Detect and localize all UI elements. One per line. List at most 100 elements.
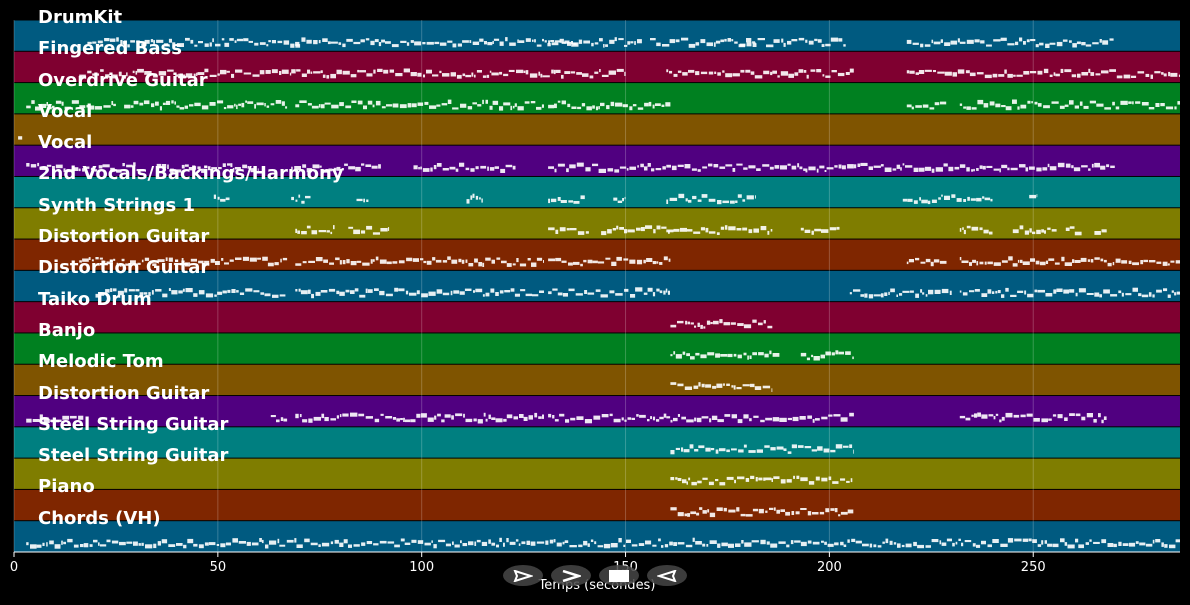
note-0-7 xyxy=(1000,37,1007,41)
note-16-0 xyxy=(400,538,405,542)
note-4-5 xyxy=(697,169,701,172)
note-5-6 xyxy=(692,195,697,200)
note-6-4 xyxy=(687,229,693,232)
note-12-6 xyxy=(999,419,1002,423)
note-7-4 xyxy=(1017,259,1020,263)
rewind-button[interactable] xyxy=(647,565,687,586)
note-0-0 xyxy=(234,40,237,43)
note-9-0 xyxy=(694,325,697,328)
note-6-1 xyxy=(360,230,366,234)
note-0-3 xyxy=(554,40,561,43)
note-2-2 xyxy=(311,105,319,109)
note-1-2 xyxy=(357,69,360,73)
note-1-2 xyxy=(383,69,389,74)
note-7-2 xyxy=(555,257,562,262)
note-4-1 xyxy=(170,168,174,173)
note-11-0 xyxy=(684,386,692,390)
note-7-1 xyxy=(375,256,379,261)
note-8-1 xyxy=(328,288,336,292)
note-4-6 xyxy=(1065,163,1071,168)
note-9-0 xyxy=(685,320,688,325)
note-4-6 xyxy=(873,165,881,168)
note-4-0 xyxy=(82,168,85,172)
note-8-2 xyxy=(643,292,648,295)
note-4-6 xyxy=(1042,167,1048,171)
note-6-5 xyxy=(804,229,811,233)
note-12-2 xyxy=(427,417,434,422)
note-1-6 xyxy=(1004,69,1007,74)
note-2-0 xyxy=(40,103,47,108)
note-7-4 xyxy=(1035,260,1040,265)
note-1-6 xyxy=(1168,71,1171,77)
note-1-2 xyxy=(322,74,326,78)
note-12-2 xyxy=(441,419,445,423)
note-4-1 xyxy=(222,163,226,167)
play-button[interactable] xyxy=(503,565,543,586)
note-12-4 xyxy=(656,419,660,422)
note-1-0 xyxy=(196,72,198,76)
note-6-6 xyxy=(963,229,966,235)
note-12-4 xyxy=(554,419,559,422)
note-0-0 xyxy=(295,41,300,46)
note-16-0 xyxy=(279,544,286,547)
note-2-2 xyxy=(441,103,448,106)
note-16-0 xyxy=(925,545,931,548)
note-6-3 xyxy=(612,228,616,231)
note-8-0 xyxy=(151,290,154,295)
note-4-6 xyxy=(918,167,925,172)
note-0-0 xyxy=(164,43,169,47)
note-12-2 xyxy=(420,413,427,418)
note-16-0 xyxy=(394,544,400,548)
stop-button[interactable] xyxy=(599,565,639,586)
note-8-0 xyxy=(279,294,286,297)
note-6-2 xyxy=(566,228,570,231)
note-1-6 xyxy=(1023,71,1030,75)
note-1-6 xyxy=(1037,70,1043,75)
note-8-2 xyxy=(652,292,656,297)
note-12-1 xyxy=(276,419,280,423)
note-2-2 xyxy=(472,102,477,105)
note-7-2 xyxy=(580,263,583,267)
note-0-2 xyxy=(391,44,399,48)
note-15-0 xyxy=(687,513,690,517)
note-0-3 xyxy=(594,42,599,45)
note-12-6 xyxy=(981,414,988,419)
note-0-4 xyxy=(700,39,706,44)
note-8-0 xyxy=(260,292,265,295)
note-12-4 xyxy=(631,417,635,420)
note-16-0 xyxy=(952,542,955,547)
note-1-4 xyxy=(669,70,673,74)
note-7-2 xyxy=(611,261,617,266)
note-16-0 xyxy=(834,542,839,546)
note-0-0 xyxy=(153,40,155,44)
note-12-6 xyxy=(1101,419,1104,424)
note-16-0 xyxy=(893,542,897,545)
note-8-1 xyxy=(379,290,385,296)
note-12-5 xyxy=(717,419,724,423)
note-0-5 xyxy=(817,39,822,43)
note-7-0 xyxy=(152,263,157,266)
note-4-0 xyxy=(102,164,110,168)
note-12-0 xyxy=(32,419,40,422)
note-7-4 xyxy=(1156,261,1162,264)
note-16-0 xyxy=(882,541,885,544)
forward-button[interactable] xyxy=(551,565,591,586)
note-5-3 xyxy=(481,198,483,203)
note-7-3 xyxy=(933,259,940,263)
note-13-0 xyxy=(797,445,804,448)
note-16-0 xyxy=(1085,542,1089,545)
note-9-0 xyxy=(690,322,694,325)
note-16-0 xyxy=(261,539,264,544)
note-4-4 xyxy=(592,163,599,167)
note-7-4 xyxy=(1022,261,1030,265)
note-2-0 xyxy=(26,105,31,109)
note-8-4 xyxy=(1037,289,1045,293)
note-0-1 xyxy=(295,44,301,48)
note-2-1 xyxy=(227,105,234,109)
note-2-5 xyxy=(1160,103,1165,107)
note-2-5 xyxy=(1005,106,1012,111)
note-8-4 xyxy=(1053,289,1057,294)
note-12-2 xyxy=(513,416,518,420)
note-16-0 xyxy=(618,538,622,543)
note-16-0 xyxy=(578,544,583,548)
